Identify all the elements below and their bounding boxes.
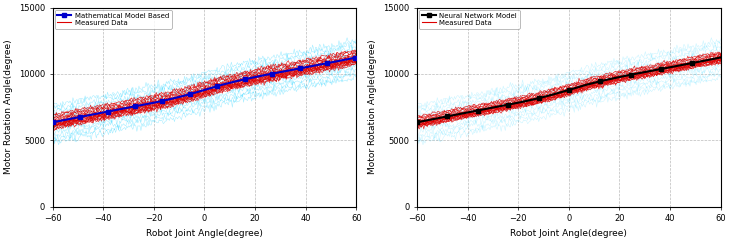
- Y-axis label: Motor Rotation Angle(degree): Motor Rotation Angle(degree): [4, 40, 13, 174]
- Neural Network Model: [431, 117, 439, 120]
- Mathematical Model Based: [337, 59, 345, 62]
- Legend: Neural Network Model, Measured Data: Neural Network Model, Measured Data: [419, 10, 520, 29]
- Mathematical Model Based: [66, 117, 75, 120]
- Line: Neural Network Model: Neural Network Model: [415, 56, 722, 124]
- Neural Network Model: [493, 105, 502, 108]
- Neural Network Model: [469, 110, 477, 113]
- Mathematical Model Based: [129, 105, 138, 108]
- Mathematical Model Based: [104, 110, 113, 113]
- Neural Network Model: [701, 59, 710, 62]
- Neural Network Model: [425, 118, 434, 121]
- Neural Network Model: [690, 61, 699, 64]
- Neural Network Model: [412, 121, 421, 124]
- X-axis label: Robot Joint Angle(degree): Robot Joint Angle(degree): [510, 229, 627, 238]
- Legend: Mathematical Model Based, Measured Data: Mathematical Model Based, Measured Data: [55, 10, 172, 29]
- Y-axis label: Motor Rotation Angle(degree): Motor Rotation Angle(degree): [369, 40, 377, 174]
- Mathematical Model Based: [61, 118, 69, 121]
- Line: Mathematical Model Based: Mathematical Model Based: [51, 56, 358, 124]
- Mathematical Model Based: [48, 121, 57, 124]
- Mathematical Model Based: [352, 56, 361, 59]
- Mathematical Model Based: [326, 61, 334, 64]
- X-axis label: Robot Joint Angle(degree): Robot Joint Angle(degree): [146, 229, 263, 238]
- Neural Network Model: [716, 56, 725, 59]
